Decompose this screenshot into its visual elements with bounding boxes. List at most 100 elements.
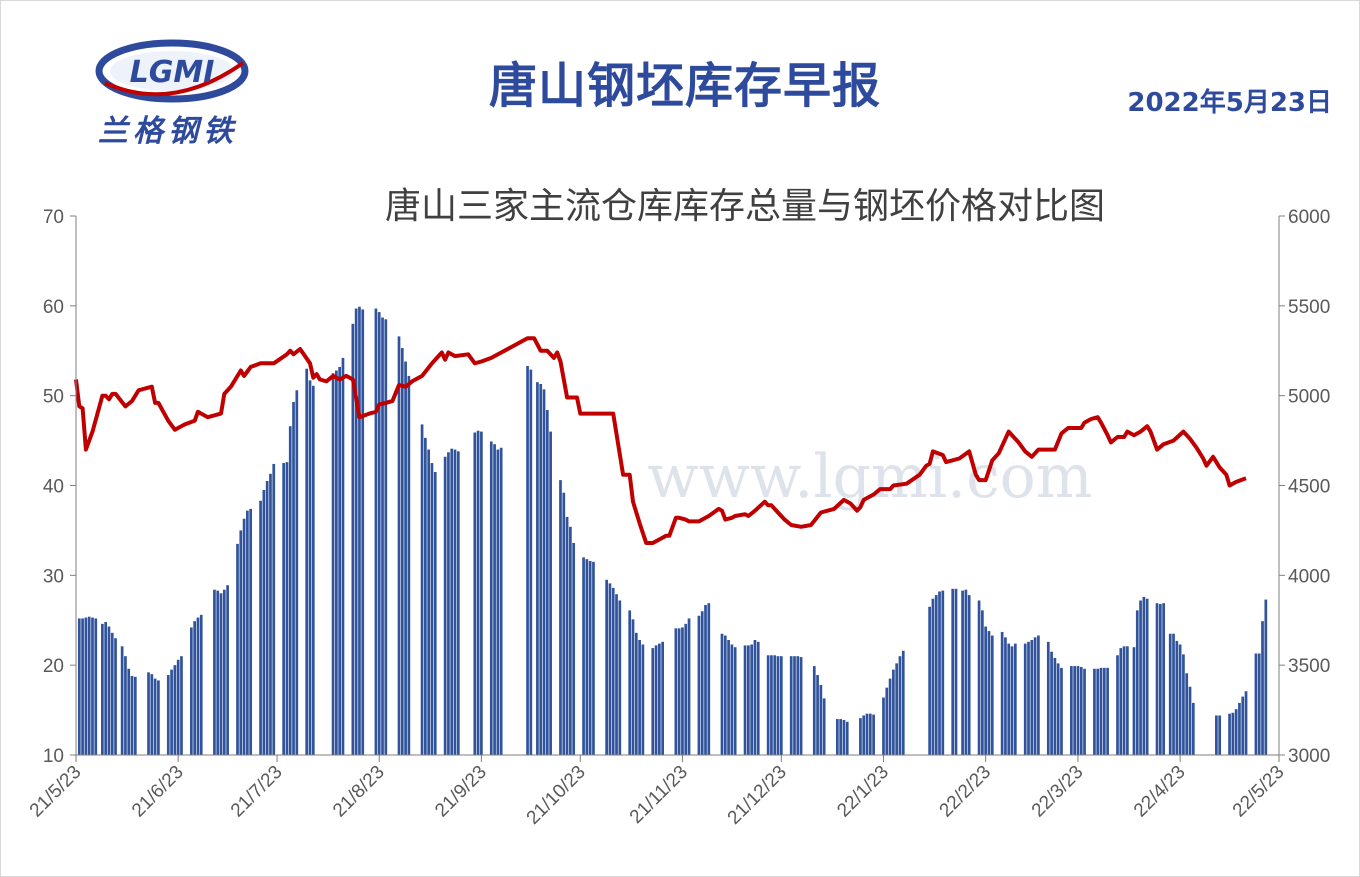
inventory-bar [776, 656, 780, 755]
logo-text: 兰格钢铁 [98, 114, 238, 149]
inventory-bar [539, 383, 543, 755]
inventory-bar [262, 489, 266, 755]
inventory-bar [249, 508, 253, 755]
inventory-bar [931, 598, 935, 755]
inventory-bar [374, 308, 378, 755]
inventory-bar [1142, 596, 1146, 755]
inventory-bar [77, 618, 81, 755]
inventory-bar [707, 603, 711, 755]
left-tick-label: 70 [43, 207, 64, 228]
inventory-bar [166, 675, 170, 755]
inventory-bar [569, 526, 572, 755]
right-tick-label: 4500 [1288, 477, 1330, 498]
inventory-bar [101, 623, 104, 755]
inventory-bar [222, 589, 226, 755]
inventory-bar [1000, 631, 1004, 755]
inventory-bar [888, 678, 892, 755]
inventory-bar [651, 648, 655, 755]
inventory-bar [173, 665, 177, 755]
inventory-bar [124, 656, 127, 755]
inventory-bar [1027, 641, 1030, 755]
inventory-bar [977, 600, 981, 755]
inventory-bar [1188, 686, 1192, 755]
inventory-bar [157, 680, 160, 755]
x-tick-label: 22/1/23 [833, 762, 893, 822]
left-tick-label: 60 [43, 297, 64, 318]
lgmi-logo: LGMI [95, 39, 249, 103]
inventory-bar [836, 719, 839, 755]
inventory-bar [730, 644, 734, 755]
inventory-bar [990, 635, 994, 755]
inventory-bar [1191, 702, 1195, 755]
inventory-bar [542, 389, 546, 755]
inventory-bar [130, 675, 134, 755]
inventory-bar [397, 336, 401, 755]
inventory-bar [892, 669, 895, 755]
inventory-bar [588, 560, 592, 755]
inventory-bar [1046, 641, 1050, 755]
inventory-bar [789, 656, 793, 755]
inventory-bar [443, 456, 447, 755]
inventory-bar [285, 462, 289, 755]
inventory-bar [114, 638, 117, 755]
inventory-bar [934, 595, 938, 755]
inventory-bar [1172, 633, 1175, 755]
inventory-bar [91, 617, 94, 755]
inventory-bar [895, 663, 899, 755]
x-tick-label: 22/4/23 [1130, 762, 1190, 822]
inventory-bar [282, 463, 285, 755]
inventory-bar [1056, 663, 1060, 755]
inventory-bar [799, 657, 803, 755]
inventory-bar [147, 672, 150, 755]
inventory-bar [859, 718, 862, 755]
inventory-bar [153, 678, 157, 755]
inventory-bar [1241, 696, 1245, 755]
inventory-bar [295, 390, 299, 755]
inventory-bar [176, 659, 180, 755]
inventory-bar [559, 480, 562, 755]
inventory-bar [456, 451, 460, 755]
inventory-bar [1145, 598, 1149, 755]
inventory-bar [133, 676, 137, 755]
inventory-bar [87, 616, 91, 755]
inventory-bar [361, 309, 365, 755]
left-tick-label: 40 [43, 477, 64, 498]
inventory-bar [981, 610, 984, 755]
inventory-bar [756, 641, 760, 755]
inventory-bar [615, 594, 618, 755]
x-tick-label: 21/5/23 [26, 762, 86, 822]
inventory-bar [773, 655, 777, 755]
inventory-bar [199, 614, 203, 755]
inventory-bar [984, 626, 988, 755]
inventory-bar [611, 587, 615, 755]
inventory-bar [687, 618, 691, 755]
inventory-bar [127, 668, 131, 755]
inventory-bar [1007, 643, 1011, 755]
inventory-bar [987, 631, 991, 755]
inventory-bar [901, 650, 905, 755]
inventory-bar [1099, 667, 1103, 755]
x-tick-label: 21/12/23 [724, 762, 791, 829]
inventory-bar [84, 617, 88, 755]
inventory-bar [358, 306, 361, 755]
inventory-bar [723, 635, 727, 755]
inventory-bar [107, 626, 111, 755]
inventory-bar [1037, 635, 1040, 755]
inventory-bar [1004, 637, 1007, 755]
inventory-bar [400, 348, 404, 755]
inventory-bar [354, 308, 358, 755]
inventory-bar [1126, 646, 1129, 755]
inventory-bar [961, 590, 964, 755]
page-title: 唐山钢坯库存早报 [488, 58, 881, 114]
inventory-bar [272, 463, 276, 755]
inventory-bar [1096, 668, 1100, 755]
inventory-bar [480, 431, 483, 755]
inventory-bar [1116, 655, 1119, 755]
left-tick-label: 30 [43, 566, 64, 587]
inventory-bar [190, 627, 193, 755]
inventory-bar [236, 543, 239, 755]
x-tick-label: 22/2/23 [936, 762, 996, 822]
inventory-bar [226, 585, 229, 755]
inventory-bar [1070, 666, 1073, 755]
inventory-bar [450, 448, 454, 755]
